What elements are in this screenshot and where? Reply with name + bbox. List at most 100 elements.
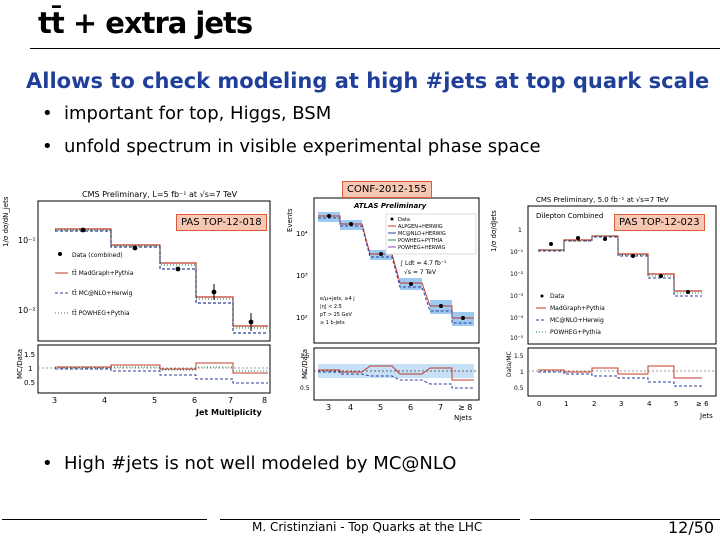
ratio-ylabel: MC/Data: [301, 349, 309, 379]
y-tick-label: 10⁻⁴: [510, 315, 524, 322]
data-point: [327, 214, 331, 218]
legend-entry: POWHEG+PYTHIA: [398, 238, 443, 244]
bullet-dot-icon: •: [42, 453, 53, 474]
plot-header: CMS Preliminary, 5.0 fb⁻¹ at √s=7 TeV: [536, 196, 669, 204]
data-point: [659, 274, 663, 278]
plot-header: ATLAS Preliminary: [353, 202, 427, 210]
plot-annotation: pT > 25 GeV: [320, 312, 352, 318]
data-point: [132, 245, 138, 251]
plot-subheader: Dilepton Combined: [536, 212, 603, 220]
ratio-ylabel: Data/MC: [506, 351, 513, 377]
data-point: [439, 304, 443, 308]
ratio-tick: 0.5: [24, 379, 35, 387]
bullet-item: • important for top, Higgs, BSM: [42, 103, 331, 124]
footer-box: [220, 519, 520, 541]
x-tick-label: 6: [192, 396, 197, 405]
ratio-tick: 0.5: [300, 385, 310, 392]
legend-entry: MC@NLO+Herwig: [550, 317, 604, 324]
x-tick-label: 5: [378, 403, 383, 412]
x-tick-label: 7: [228, 396, 233, 405]
ratio-tick: 1: [28, 365, 32, 373]
series-line: [318, 217, 474, 324]
ratio-tick: 0.5: [514, 385, 524, 392]
plot-annotation: ∫ Ldt = 4.7 fb⁻¹: [400, 260, 447, 267]
data-point: [80, 227, 86, 233]
plot-ylabel: 1/σ dσ/dN_jets: [2, 196, 10, 247]
data-point: [175, 266, 181, 272]
x-tick-label: 7: [438, 403, 443, 412]
reference-tag-middle: CONF-2012-155: [342, 181, 432, 198]
footer-text: M. Cristinziani - Top Quarks at the LHC: [252, 520, 483, 534]
legend-entry: tt̄ MadGraph+Pythia: [72, 270, 134, 277]
x-tick-label: 3: [619, 400, 623, 408]
legend-marker: [58, 252, 62, 256]
y-tick-label: 10⁴: [296, 230, 308, 238]
page-number: 12/50: [668, 518, 715, 537]
data-point: [409, 282, 413, 286]
plot-annotation: √s = 7 TeV: [404, 269, 437, 276]
bullet-item: • unfold spectrum in visible experimental…: [42, 136, 541, 157]
y-tick-label: 1: [518, 227, 522, 234]
plot-ylabel: Events: [286, 208, 294, 232]
slide-title: tt̄ + extra jets: [38, 6, 253, 40]
footer-divider: [530, 519, 720, 520]
slide-subtitle: Allows to check modeling at high #jets a…: [26, 69, 710, 93]
reference-tag-right: PAS TOP-12-023: [614, 214, 705, 231]
data-point: [549, 242, 553, 246]
legend-entry: MC@NLO+HERWIG: [398, 231, 446, 237]
atlas-njets-plot: Events ATLAS Preliminary 10⁴ 10³ 10² Dat…: [282, 190, 482, 423]
x-tick-label: 2: [592, 400, 596, 408]
y-tick-label: 10⁻²: [18, 306, 36, 315]
title-divider: [30, 48, 720, 49]
plot-annotation: e/μ+jets, ≥4 j: [320, 296, 355, 302]
series-powheg-line: [538, 235, 702, 294]
bullet-text: important for top, Higgs, BSM: [64, 103, 332, 124]
series-powheg-line: [55, 229, 268, 329]
legend-entry: tt̄ POWHEG+Pythia: [72, 310, 130, 317]
x-tick-label: 4: [647, 400, 652, 408]
y-tick-label: 10⁻¹: [18, 236, 36, 245]
ratio-tick: 1.5: [514, 353, 524, 360]
x-tick-label: 4: [102, 396, 107, 405]
y-tick-label: 10⁻¹: [510, 249, 524, 256]
data-point: [631, 254, 635, 258]
plot-xlabel: Jet Multiplicity: [195, 408, 262, 417]
y-tick-label: 10³: [296, 272, 308, 280]
reference-tag-left: PAS TOP-12-018: [176, 214, 267, 231]
footer-divider: [2, 519, 207, 520]
x-tick-label: 0: [537, 400, 541, 408]
legend-entry: Data: [550, 293, 565, 300]
ratio-ylabel: MC/Data: [16, 349, 24, 379]
plot-xlabel: Njets: [454, 414, 472, 422]
ratio-tick: 1.5: [24, 351, 35, 359]
x-tick-label: 3: [52, 396, 57, 405]
data-point: [686, 290, 690, 294]
bullet-dot-icon: •: [42, 103, 53, 124]
legend-entry: Data: [398, 217, 410, 223]
x-tick-label: ≥ 6: [696, 400, 709, 408]
bullet-text: High #jets is not well modeled by MC@NLO: [64, 453, 457, 474]
legend-entry: Data (combined): [72, 252, 123, 259]
data-point: [576, 236, 580, 240]
y-tick-label: 10⁻²: [510, 271, 524, 278]
bullet-text: unfold spectrum in visible experimental …: [64, 136, 541, 157]
x-tick-label: ≥ 8: [458, 403, 472, 412]
y-tick-label: 10²: [296, 314, 308, 322]
data-point: [379, 252, 383, 256]
legend-entry: POWHEG+Pythia: [550, 329, 601, 336]
bullet-dot-icon: •: [42, 136, 53, 157]
bullet-item: • High #jets is not well modeled by MC@NL…: [42, 453, 456, 474]
data-point: [603, 237, 607, 241]
legend-entry: POWHEG+HERWIG: [398, 245, 445, 251]
legend-entry: MadGraph+Pythia: [550, 305, 605, 312]
data-point: [349, 222, 353, 226]
plot-xlabel: Jets: [699, 412, 713, 420]
x-tick-label: 3: [326, 403, 331, 412]
ratio-tick: 1.5: [300, 353, 310, 360]
plot-header: CMS Preliminary, L=5 fb⁻¹ at √s=7 TeV: [82, 190, 238, 199]
x-tick-label: 8: [262, 396, 267, 405]
x-tick-label: 5: [152, 396, 157, 405]
x-tick-label: 6: [408, 403, 413, 412]
x-tick-label: 4: [348, 403, 353, 412]
y-tick-label: 10⁻⁵: [510, 335, 524, 342]
